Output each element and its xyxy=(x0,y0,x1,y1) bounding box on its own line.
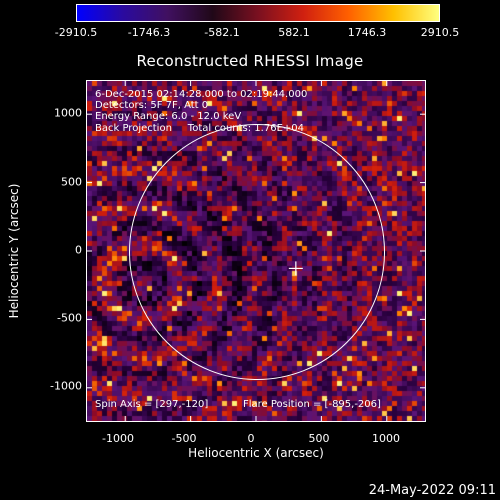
x-tick-label: 0 xyxy=(247,432,255,445)
info-spin-axis: Spin Axis = [297,-120] xyxy=(95,399,209,410)
plot-overlay xyxy=(129,124,385,380)
colorbar-tick-label: -582.1 xyxy=(204,26,240,39)
colorbar-tick-label: -2910.5 xyxy=(54,26,98,39)
y-tick-label: 0 xyxy=(75,243,82,257)
solar-limb-circle xyxy=(129,124,385,380)
info-energy-range: Energy Range: 6.0 - 12.0 keV xyxy=(95,111,242,122)
y-tick-label: 1000 xyxy=(54,106,82,120)
colorbar-tick-label: 1746.3 xyxy=(347,26,387,39)
y-axis-label: Heliocentric Y (arcsec) xyxy=(7,183,21,319)
x-tick-label: -500 xyxy=(171,432,197,445)
y-tick-label: -1000 xyxy=(50,379,82,393)
x-tick-label: 500 xyxy=(308,432,330,445)
info-method-counts: Back Projection Total counts: 1.76E+04 xyxy=(95,123,304,134)
footer-timestamp: 24-May-2022 09:11 xyxy=(368,483,496,498)
y-tick-label: -500 xyxy=(57,311,82,325)
heatmap-image xyxy=(87,81,425,421)
y-tick-label: 500 xyxy=(61,175,82,189)
spin-axis-cross-marker xyxy=(288,261,303,276)
image-plot: 6-Dec-2015 02:14:28.000 to 02:19:44.000 … xyxy=(86,80,426,422)
info-flare-position: Flare Position = [-895,-206] xyxy=(243,399,381,410)
colorbar-tick-label: -1746.3 xyxy=(127,26,171,39)
x-tick-label: -1000 xyxy=(102,432,134,445)
info-time-range: 6-Dec-2015 02:14:28.000 to 02:19:44.000 xyxy=(95,89,308,100)
colorbar-tick-label: 2910.5 xyxy=(420,26,460,39)
x-tick-label: 1000 xyxy=(372,432,400,445)
info-detectors: Detectors: 5F 7F, Att 0 xyxy=(95,100,209,111)
x-axis-label: Heliocentric X (arcsec) xyxy=(188,446,324,460)
colorbar xyxy=(76,4,440,22)
image-title: Reconstructed RHESSI Image xyxy=(136,52,364,70)
colorbar-tick-label: 582.1 xyxy=(278,26,310,39)
